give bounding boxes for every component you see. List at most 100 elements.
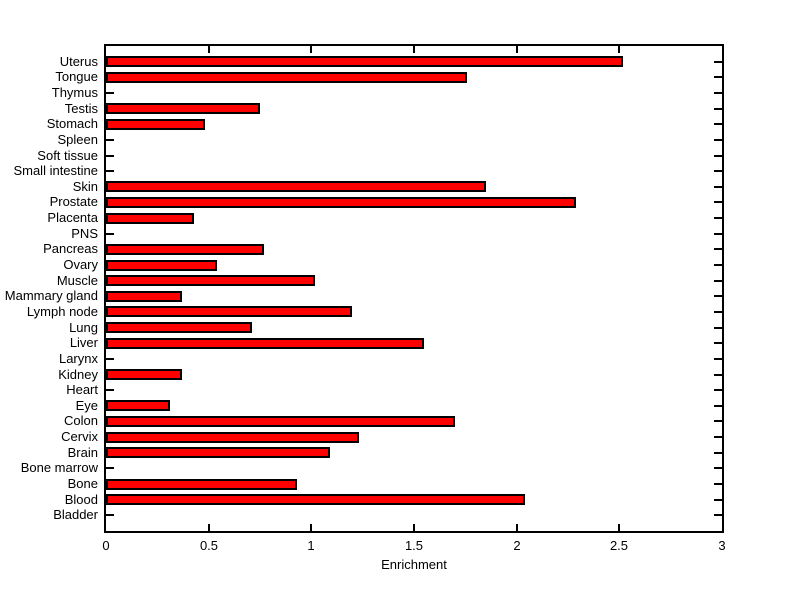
y-tick-right [714,170,722,172]
y-tick-label-heart: Heart [66,382,98,397]
y-tick-right [714,420,722,422]
y-tick-left [106,389,114,391]
y-tick-label-eye: Eye [75,398,98,413]
y-tick-right [714,76,722,78]
y-tick-right [714,92,722,94]
y-tick-right [714,452,722,454]
x-tick-label: 0 [102,538,110,553]
y-tick-label-prostate: Prostate [49,194,98,209]
y-tick-label-lung: Lung [69,320,98,335]
y-tick-label-thymus: Thymus [51,85,98,100]
x-tick-top [413,46,415,53]
y-tick-label-uterus: Uterus [59,54,98,69]
y-tick-right [714,217,722,219]
x-tick-top [618,46,620,53]
y-tick-left [106,514,114,516]
y-tick-left [106,467,114,469]
y-tick-label-testis: Testis [64,101,98,116]
y-tick-right [714,327,722,329]
y-tick-label-skin: Skin [72,179,98,194]
y-tick-right [714,342,722,344]
bar-testis [106,103,260,114]
x-tick-bottom [618,524,620,531]
y-tick-right [714,186,722,188]
bar-eye [106,400,170,411]
y-tick-right [714,280,722,282]
bar-ovary [106,260,217,271]
bar-tongue [106,72,467,83]
y-tick-label-bone-marrow: Bone marrow [20,460,98,475]
y-tick-right [714,405,722,407]
bar-lung [106,322,252,333]
y-tick-label-colon: Colon [64,413,98,428]
y-tick-right [714,483,722,485]
y-tick-right [714,108,722,110]
x-tick-bottom [310,524,312,531]
y-tick-label-bone: Bone [67,476,98,491]
y-tick-left [106,358,114,360]
y-tick-label-larynx: Larynx [58,351,98,366]
y-tick-right [714,311,722,313]
y-tick-label-cervix: Cervix [61,429,98,444]
bar-muscle [106,275,315,286]
y-tick-label-blood: Blood [64,492,98,507]
x-tick-bottom [516,524,518,531]
x-tick-top [516,46,518,53]
y-tick-label-muscle: Muscle [56,273,98,288]
y-tick-right [714,123,722,125]
y-tick-right [714,467,722,469]
plot-area [104,44,724,533]
bar-uterus [106,56,623,67]
bar-bone [106,479,297,490]
bar-kidney [106,369,182,380]
y-tick-label-pancreas: Pancreas [43,241,98,256]
y-tick-label-stomach: Stomach [46,116,98,131]
y-tick-left [106,155,114,157]
y-tick-label-lymph-node: Lymph node [26,304,98,319]
y-tick-left [106,92,114,94]
y-tick-label-soft-tissue: Soft tissue [37,148,98,163]
y-tick-right [714,248,722,250]
y-tick-label-bladder: Bladder [53,507,98,522]
bar-lymph-node [106,306,352,317]
y-tick-right [714,436,722,438]
y-tick-left [106,139,114,141]
x-tick-label: 0.5 [199,538,219,553]
y-tick-label-kidney: Kidney [58,367,98,382]
x-tick-label: 2 [513,538,521,553]
bar-blood [106,494,525,505]
y-tick-right [714,358,722,360]
x-tick-bottom [208,524,210,531]
bar-liver [106,338,424,349]
x-tick-label: 1 [307,538,315,553]
bar-stomach [106,119,205,130]
bar-cervix [106,432,359,443]
y-tick-right [714,155,722,157]
x-tick-label: 2.5 [609,538,629,553]
y-tick-label-liver: Liver [69,335,98,350]
y-tick-right [714,499,722,501]
y-tick-label-ovary: Ovary [63,257,98,272]
bar-placenta [106,213,194,224]
y-tick-label-pns: PNS [71,226,98,241]
x-tick-label: 3 [718,538,726,553]
bar-skin [106,181,486,192]
y-tick-label-spleen: Spleen [57,132,98,147]
bar-colon [106,416,455,427]
bar-brain [106,447,330,458]
x-tick-top [310,46,312,53]
x-tick-label: 1.5 [404,538,424,553]
y-tick-right [714,139,722,141]
y-tick-right [714,264,722,266]
y-tick-right [714,295,722,297]
y-tick-label-brain: Brain [67,445,98,460]
y-tick-right [714,233,722,235]
y-tick-right [714,201,722,203]
y-tick-label-placenta: Placenta [47,210,98,225]
x-tick-bottom [413,524,415,531]
bar-pancreas [106,244,264,255]
y-tick-right [714,61,722,63]
bar-prostate [106,197,576,208]
y-tick-left [106,233,114,235]
